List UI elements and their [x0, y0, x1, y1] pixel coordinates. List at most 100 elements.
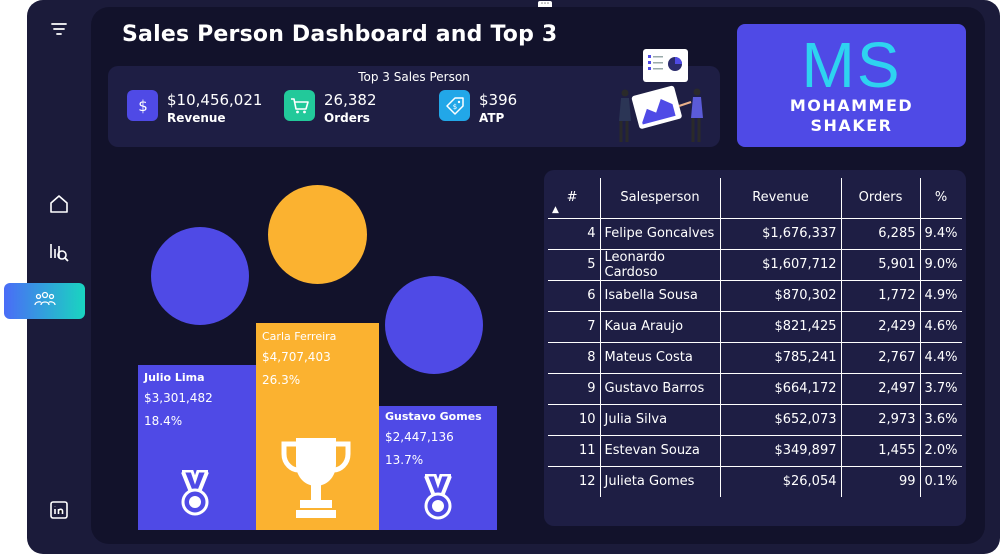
cell-salesperson: Mateus Costa	[600, 342, 721, 374]
table-row[interactable]: 4 Felipe Goncalves $1,676,337 6,285 9.4%	[548, 218, 962, 250]
cell-orders: 2,767	[841, 342, 921, 374]
cell-percent: 2.0%	[920, 435, 962, 467]
dollar-icon: $	[127, 90, 158, 121]
cell-orders: 2,497	[841, 373, 921, 405]
cell-orders: 5,901	[841, 249, 921, 281]
first-place-revenue: $4,707,403	[262, 350, 331, 364]
cell-rank: 8	[548, 342, 601, 374]
table-row[interactable]: 9 Gustavo Barros $664,172 2,497 3.7%	[548, 373, 962, 405]
svg-text:$: $	[138, 97, 148, 115]
kpi-orders: 26,382 Orders	[284, 90, 377, 126]
column-header-rank[interactable]: ▲ #	[548, 178, 601, 219]
cell-orders: 1,455	[841, 435, 921, 467]
logo-initials: MS	[801, 29, 902, 101]
cell-orders: 6,285	[841, 218, 921, 250]
table-header-row: ▲ # Salesperson Revenue Orders %	[548, 178, 962, 219]
page-title: Sales Person Dashboard and Top 3	[122, 22, 558, 47]
first-place-bar[interactable]: Carla Ferreira $4,707,403 26.3%	[256, 323, 379, 530]
cell-rank: 7	[548, 311, 601, 343]
table-row[interactable]: 8 Mateus Costa $785,241 2,767 4.4%	[548, 342, 962, 374]
cell-orders: 1,772	[841, 280, 921, 312]
table-row[interactable]: 10 Julia Silva $652,073 2,973 3.6%	[548, 404, 962, 436]
first-place-name: Carla Ferreira	[262, 330, 337, 343]
kpi-label: Orders	[324, 111, 370, 125]
cell-percent: 4.6%	[920, 311, 962, 343]
cell-percent: 3.7%	[920, 373, 962, 405]
brand-logo: MS MOHAMMED SHAKER	[737, 24, 966, 147]
second-place-bar[interactable]: Julio Lima $3,301,482 18.4%	[138, 365, 258, 530]
kpi-value: $10,456,021	[167, 91, 263, 109]
first-place-circle	[268, 185, 367, 284]
medal-icon	[424, 474, 452, 520]
cell-percent: 4.9%	[920, 280, 962, 312]
cart-icon	[284, 90, 315, 121]
logo-last-name: SHAKER	[810, 116, 893, 135]
price-tag-icon: $	[439, 90, 470, 121]
third-place-share: 13.7%	[385, 453, 424, 467]
column-header-percent[interactable]: %	[920, 178, 962, 219]
sidebar	[27, 0, 91, 554]
cell-rank: 5	[548, 249, 601, 281]
cell-orders: 2,429	[841, 311, 921, 343]
column-header-revenue[interactable]: Revenue	[720, 178, 842, 219]
medal-icon	[181, 470, 209, 516]
linkedin-icon[interactable]	[27, 494, 91, 526]
cell-revenue: $821,425	[720, 311, 842, 343]
column-header-salesperson[interactable]: Salesperson	[600, 178, 721, 219]
logo-first-name: MOHAMMED	[789, 96, 914, 115]
third-place-revenue: $2,447,136	[385, 430, 454, 444]
filter-lines-icon[interactable]	[27, 13, 91, 45]
kpi-revenue: $ $10,456,021 Revenue	[127, 90, 262, 126]
trophy-icon	[281, 438, 351, 518]
chart-search-icon[interactable]	[27, 236, 91, 268]
cell-revenue: $349,897	[720, 435, 842, 467]
cell-salesperson: Gustavo Barros	[600, 373, 721, 405]
cell-percent: 9.4%	[920, 218, 962, 250]
cell-rank: 11	[548, 435, 601, 467]
cell-salesperson: Felipe Goncalves	[600, 218, 721, 250]
salesperson-table-card: ▲ # Salesperson Revenue Orders % 4 Felipe…	[544, 170, 966, 526]
sidebar-item-salespeople[interactable]	[4, 283, 85, 319]
svg-text:$: $	[452, 103, 456, 111]
cell-revenue: $1,676,337	[720, 218, 842, 250]
cell-percent: 9.0%	[920, 249, 962, 281]
home-icon[interactable]	[27, 188, 91, 220]
cell-orders: 2,973	[841, 404, 921, 436]
more-options-icon[interactable]: ⋯	[538, 0, 552, 11]
cell-revenue: $870,302	[720, 280, 842, 312]
kpi-heading: Top 3 Sales Person	[358, 70, 470, 84]
table-row[interactable]: 7 Kaua Araujo $821,425 2,429 4.6%	[548, 311, 962, 343]
column-header-orders[interactable]: Orders	[841, 178, 921, 219]
third-place-bar[interactable]: Gustavo Gomes $2,447,136 13.7%	[379, 406, 497, 530]
second-place-circle	[151, 227, 249, 325]
people-presenting-chart-illustration	[619, 49, 703, 142]
kpi-label: Revenue	[167, 111, 226, 125]
cell-revenue: $652,073	[720, 404, 842, 436]
cell-percent: 3.6%	[920, 404, 962, 436]
cell-revenue: $1,607,712	[720, 249, 842, 281]
cell-salesperson: Kaua Araujo	[600, 311, 721, 343]
table-row[interactable]: 12 Julieta Gomes $26,054 99 0.1%	[548, 466, 962, 497]
second-place-revenue: $3,301,482	[144, 391, 213, 405]
cell-percent: 4.4%	[920, 342, 962, 374]
table-row[interactable]: 11 Estevan Souza $349,897 1,455 2.0%	[548, 435, 962, 467]
third-place-circle	[385, 276, 483, 374]
table-row[interactable]: 5 Leonardo Cardoso $1,607,712 5,901 9.0%	[548, 249, 962, 281]
cell-rank: 6	[548, 280, 601, 312]
cell-rank: 12	[548, 466, 601, 497]
second-place-share: 18.4%	[144, 414, 183, 428]
third-place-name: Gustavo Gomes	[385, 410, 482, 423]
kpi-value: $396	[479, 91, 518, 109]
cell-orders: 99	[841, 466, 921, 497]
salesperson-table: ▲ # Salesperson Revenue Orders % 4 Felipe…	[548, 178, 962, 497]
cell-salesperson: Estevan Souza	[600, 435, 721, 467]
cell-salesperson: Julia Silva	[600, 404, 721, 436]
kpi-card: Top 3 Sales Person $ $10,456,021 Revenue…	[108, 49, 720, 147]
cell-revenue: $785,241	[720, 342, 842, 374]
table-row[interactable]: 6 Isabella Sousa $870,302 1,772 4.9%	[548, 280, 962, 312]
sort-ascending-icon: ▲	[552, 204, 559, 215]
cell-percent: 0.1%	[924, 474, 958, 490]
cell-salesperson: Julieta Gomes	[600, 466, 721, 497]
kpi-atp: $ $396 ATP	[439, 90, 517, 126]
cell-rank: 9	[548, 373, 601, 405]
